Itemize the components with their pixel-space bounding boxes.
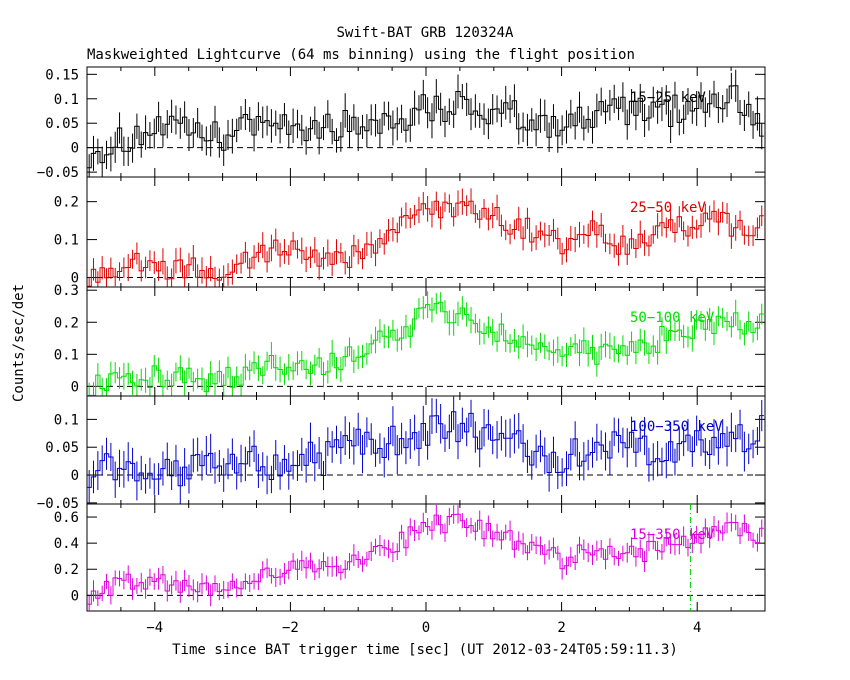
x-tick-label: −2 — [282, 620, 299, 636]
y-tick-label: 0.15 — [45, 67, 79, 83]
lightcurve-series — [87, 411, 764, 488]
y-tick-label: 0.05 — [45, 116, 79, 132]
lightcurve-series — [87, 301, 764, 396]
panel-2: 0 0.1 0.2 0.3 50−100 keV — [54, 283, 766, 397]
band-label: 15−25 keV — [630, 90, 706, 106]
y-tick-label: 0 — [71, 379, 79, 395]
x-axis-label: Time since BAT trigger time [sec] (UT 20… — [172, 642, 678, 658]
y-tick-label: 0 — [71, 588, 79, 604]
y-tick-label: 0.6 — [54, 510, 79, 526]
y-tick-label: 0.1 — [54, 347, 79, 363]
y-tick-label: 0.1 — [54, 412, 79, 428]
y-tick-label: 0.3 — [54, 283, 79, 299]
panel-frame — [86, 286, 766, 397]
y-tick-label: 0.4 — [54, 536, 79, 552]
panels: −0.05 0 0.05 0.1 0.15 15−25 keV 0 0.1 0.2 25−50 k… — [37, 66, 766, 636]
band-label: 100−350 keV — [630, 419, 723, 435]
band-label: 25−50 keV — [630, 200, 706, 216]
error-bars — [88, 396, 763, 504]
panel-1: 0 0.1 0.2 25−50 keV — [54, 176, 766, 288]
x-tick-label: −4 — [146, 620, 163, 636]
lightcurve-series — [87, 513, 764, 605]
y-tick-label: 0 — [71, 271, 79, 287]
y-tick-label: 0.2 — [54, 195, 79, 211]
panel-4: 0 0.2 0.4 0.6 15−350 keV — [54, 503, 766, 612]
y-tick-label: 0 — [71, 141, 79, 157]
band-label: 50−100 keV — [630, 310, 715, 326]
y-tick-label: 0.05 — [45, 440, 79, 456]
band-label: 15−350 keV — [630, 527, 715, 543]
y-tick-label: 0.2 — [54, 315, 79, 331]
y-tick-label: −0.05 — [37, 165, 79, 181]
y-tick-label: 0.1 — [54, 233, 79, 249]
chart-subtitle: Maskweighted Lightcurve (64 ms binning) … — [87, 47, 635, 63]
y-tick-label: 0 — [71, 468, 79, 484]
y-tick-label: −0.05 — [37, 496, 79, 512]
y-axis-label: Counts/sec/det — [11, 284, 27, 402]
chart-title: Swift-BAT GRB 120324A — [336, 25, 514, 41]
x-tick-label: 2 — [557, 620, 565, 636]
x-tick-label: 4 — [693, 620, 701, 636]
panel-0: −0.05 0 0.05 0.1 0.15 15−25 keV — [37, 66, 766, 181]
x-tick-label: 0 — [422, 620, 430, 636]
y-tick-label: 0.2 — [54, 562, 79, 578]
lightcurve-series — [87, 85, 764, 169]
y-tick-label: 0.1 — [54, 92, 79, 108]
lightcurve-series — [87, 200, 764, 287]
error-bars — [88, 69, 763, 177]
panel-3: −0.05 0 0.05 0.1 100−350 keV — [37, 395, 766, 512]
